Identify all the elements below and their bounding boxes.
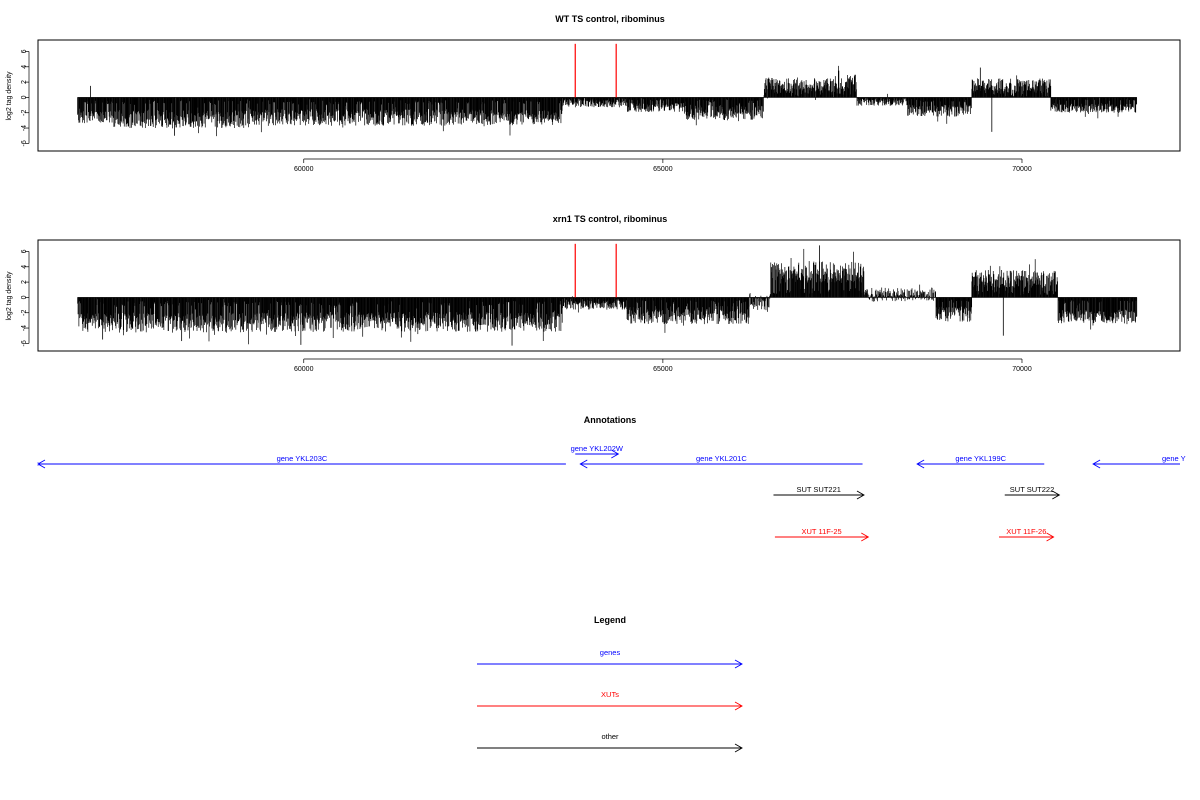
- y-tick-label: -2: [21, 110, 28, 116]
- y-tick-label: 0: [21, 95, 28, 99]
- y-tick-label: -6: [21, 340, 28, 346]
- panel-title: xrn1 TS control, ribominus: [553, 214, 668, 224]
- y-tick-label: 4: [21, 65, 28, 69]
- y-tick-label: -4: [21, 325, 28, 331]
- y-tick-label: 2: [21, 280, 28, 284]
- bars-group: [77, 243, 1138, 346]
- bars-group: [77, 43, 1138, 137]
- plot-frame: [37, 239, 1181, 352]
- panel-wt: WT TS control, ribominus log2 tag densit…: [6, 14, 1181, 173]
- y-axis-label: log2 tag density: [6, 71, 13, 121]
- y-tick-label: 6: [21, 249, 28, 253]
- annotations-title: Annotations: [584, 415, 637, 425]
- y-tick-label: -4: [21, 125, 28, 131]
- axes-group: 6 4 2 0 -2 -4 -6 60000 65000 70000: [21, 49, 1032, 173]
- x-tick-label: 60000: [294, 366, 314, 373]
- panel-xrn1: xrn1 TS control, ribominus log2 tag dens…: [6, 214, 1181, 373]
- x-tick-label: 70000: [1012, 166, 1032, 173]
- x-tick-label: 65000: [653, 366, 673, 373]
- y-tick-label: -6: [21, 140, 28, 146]
- y-tick-label: 0: [21, 295, 28, 299]
- y-tick-label: 4: [21, 265, 28, 269]
- y-axis-label: log2 tag density: [6, 271, 13, 321]
- y-tick-label: 2: [21, 80, 28, 84]
- y-tick-label: -2: [21, 310, 28, 316]
- x-tick-label: 60000: [294, 166, 314, 173]
- axes-group: 6 4 2 0 -2 -4 -6 60000 65000 70000: [21, 249, 1032, 373]
- panel-title: WT TS control, ribominus: [555, 14, 665, 24]
- plot-frame: [37, 39, 1181, 152]
- x-tick-label: 65000: [653, 166, 673, 173]
- x-tick-label: 70000: [1012, 366, 1032, 373]
- y-tick-label: 6: [21, 49, 28, 53]
